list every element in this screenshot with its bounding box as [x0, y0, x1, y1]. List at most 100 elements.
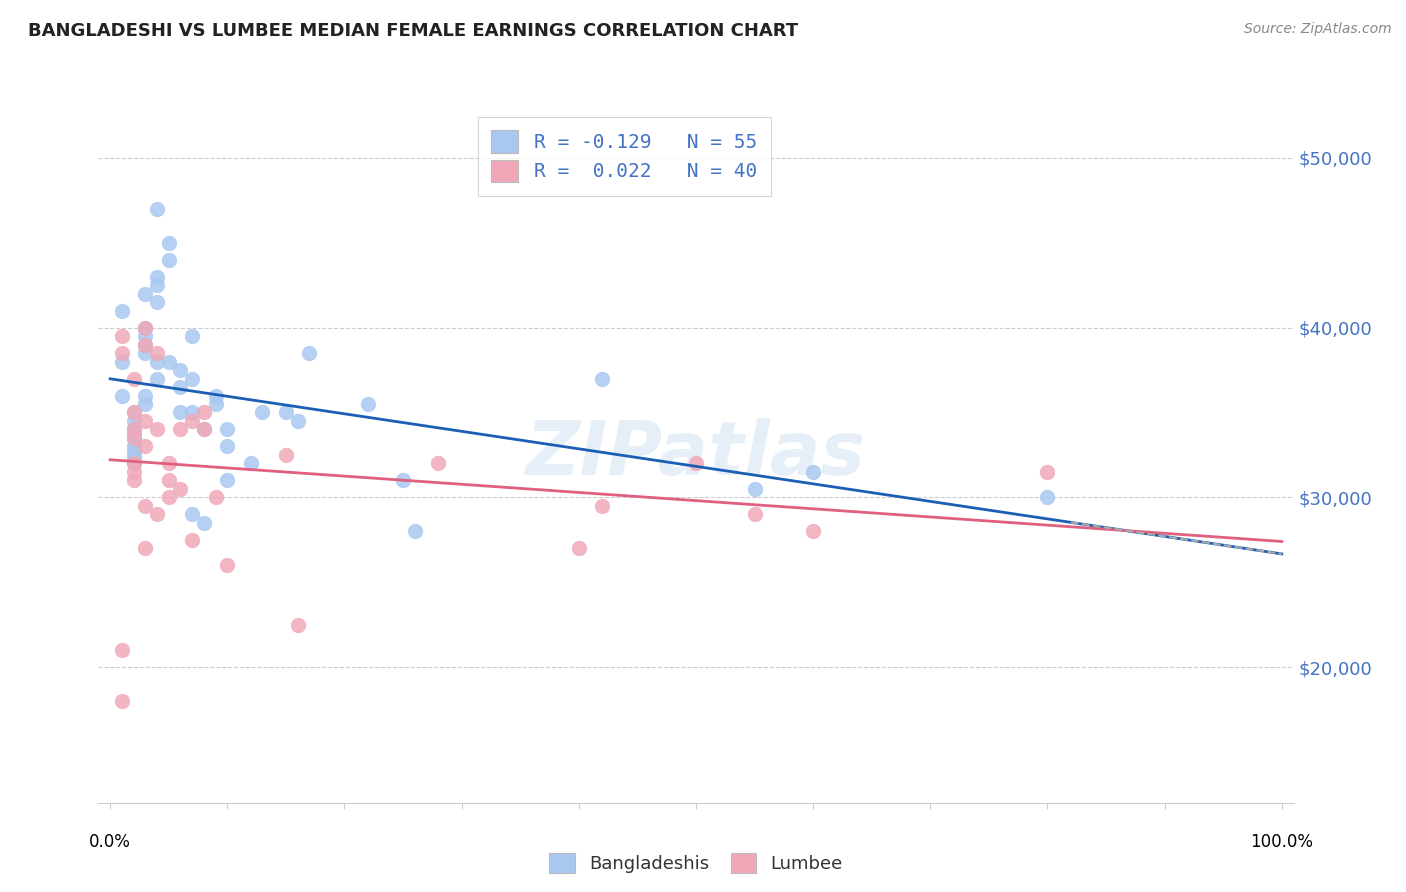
- Point: [801, 465, 824, 479]
- Legend: Bangladeshis, Lumbee: Bangladeshis, Lumbee: [538, 842, 853, 884]
- Point: [169, 380, 191, 394]
- Point: [181, 533, 204, 547]
- Point: [134, 439, 156, 453]
- Point: [134, 320, 156, 334]
- Point: [169, 422, 191, 436]
- Point: [122, 474, 145, 488]
- Point: [157, 354, 180, 368]
- Point: [252, 405, 274, 419]
- Point: [193, 422, 215, 436]
- Point: [157, 491, 180, 505]
- Point: [122, 431, 145, 445]
- Point: [134, 541, 156, 556]
- Point: [685, 457, 707, 471]
- Point: [274, 405, 297, 419]
- Point: [146, 295, 169, 310]
- Point: [181, 508, 204, 522]
- Point: [1036, 465, 1059, 479]
- Point: [181, 414, 204, 428]
- Point: [111, 388, 134, 402]
- Point: [134, 388, 156, 402]
- Point: [146, 508, 169, 522]
- Point: [122, 448, 145, 462]
- Point: [134, 337, 156, 351]
- Point: [134, 414, 156, 428]
- Point: [357, 397, 380, 411]
- Text: ZIPatlas: ZIPatlas: [526, 418, 866, 491]
- Point: [193, 516, 215, 530]
- Point: [134, 346, 156, 360]
- Point: [122, 425, 145, 440]
- Point: [122, 371, 145, 385]
- Point: [122, 465, 145, 479]
- Point: [298, 346, 321, 360]
- Point: [111, 346, 134, 360]
- Point: [122, 422, 145, 436]
- Point: [122, 414, 145, 428]
- Point: [157, 457, 180, 471]
- Point: [122, 422, 145, 436]
- Point: [274, 448, 297, 462]
- Point: [181, 329, 204, 343]
- Point: [146, 346, 169, 360]
- Point: [217, 422, 239, 436]
- Point: [122, 457, 145, 471]
- Point: [111, 694, 134, 708]
- Point: [204, 491, 226, 505]
- Point: [122, 457, 145, 471]
- Point: [404, 524, 426, 539]
- Point: [239, 457, 262, 471]
- Point: [1036, 491, 1059, 505]
- Point: [122, 439, 145, 453]
- Point: [181, 405, 204, 419]
- Point: [157, 252, 180, 267]
- Text: 0.0%: 0.0%: [89, 833, 131, 851]
- Point: [157, 235, 180, 250]
- Point: [169, 482, 191, 496]
- Point: [134, 397, 156, 411]
- Point: [392, 474, 415, 488]
- Text: 100.0%: 100.0%: [1250, 833, 1313, 851]
- Point: [157, 474, 180, 488]
- Point: [111, 329, 134, 343]
- Point: [169, 363, 191, 377]
- Point: [801, 524, 824, 539]
- Point: [134, 337, 156, 351]
- Point: [591, 371, 613, 385]
- Point: [287, 414, 309, 428]
- Point: [134, 329, 156, 343]
- Point: [217, 474, 239, 488]
- Point: [134, 286, 156, 301]
- Point: [111, 354, 134, 368]
- Point: [568, 541, 591, 556]
- Point: [146, 269, 169, 284]
- Point: [122, 431, 145, 445]
- Point: [181, 371, 204, 385]
- Point: [111, 643, 134, 657]
- Point: [591, 499, 613, 513]
- Point: [122, 453, 145, 467]
- Point: [204, 388, 226, 402]
- Point: [217, 558, 239, 573]
- Text: Source: ZipAtlas.com: Source: ZipAtlas.com: [1244, 22, 1392, 37]
- Point: [146, 371, 169, 385]
- Point: [204, 397, 226, 411]
- Point: [146, 354, 169, 368]
- Point: [427, 457, 450, 471]
- Point: [122, 405, 145, 419]
- Point: [134, 320, 156, 334]
- Point: [193, 405, 215, 419]
- Point: [217, 439, 239, 453]
- Text: BANGLADESHI VS LUMBEE MEDIAN FEMALE EARNINGS CORRELATION CHART: BANGLADESHI VS LUMBEE MEDIAN FEMALE EARN…: [28, 22, 799, 40]
- Point: [146, 422, 169, 436]
- Point: [744, 508, 766, 522]
- Point: [134, 499, 156, 513]
- Point: [122, 442, 145, 457]
- Point: [146, 202, 169, 216]
- Point: [744, 482, 766, 496]
- Point: [146, 278, 169, 293]
- Point: [287, 617, 309, 632]
- Point: [193, 422, 215, 436]
- Point: [111, 303, 134, 318]
- Point: [122, 405, 145, 419]
